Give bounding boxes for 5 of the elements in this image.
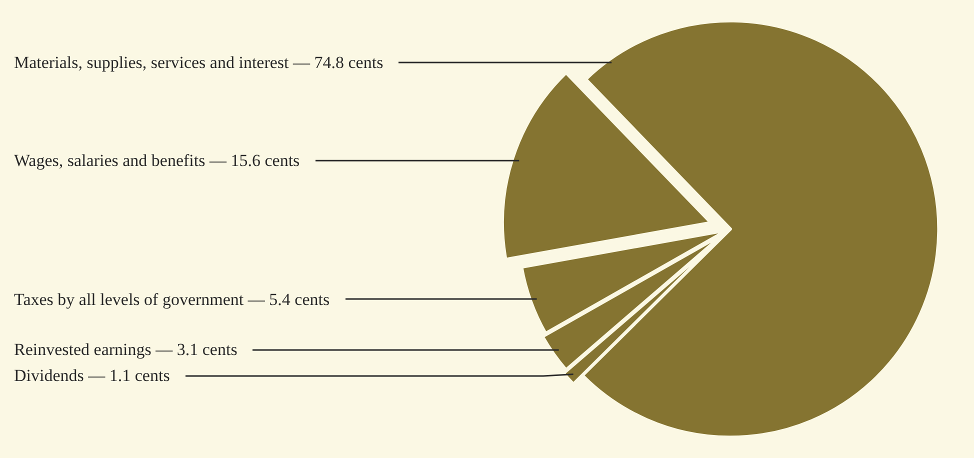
- slice-label: Taxes by all levels of government — 5.4 cents: [14, 290, 330, 309]
- slice-label: Reinvested earnings — 3.1 cents: [14, 340, 238, 359]
- slice-label: Dividends — 1.1 cents: [14, 366, 170, 385]
- slice-label: Materials, supplies, services and interest — 74.8 cents: [14, 53, 384, 72]
- slice-label: Wages, salaries and benefits — 15.6 cents: [14, 151, 300, 170]
